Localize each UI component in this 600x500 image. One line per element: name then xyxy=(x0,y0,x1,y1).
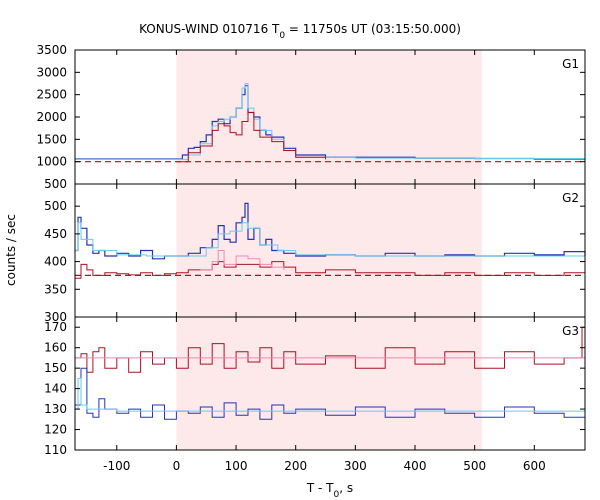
y-tick-label-g3: 110 xyxy=(44,443,67,457)
x-tick-label: -100 xyxy=(103,459,130,473)
panel-label-g3: G3 xyxy=(562,324,579,338)
y-tick-label-g1: 1500 xyxy=(36,132,67,146)
series-g2-2 xyxy=(75,261,586,279)
x-axis-label: T - T0, s xyxy=(306,481,353,500)
series-g2-3 xyxy=(200,250,285,271)
series-g2-1 xyxy=(75,222,585,257)
x-tick-label: 200 xyxy=(284,459,307,473)
y-tick-label-g3: 170 xyxy=(44,320,67,334)
y-tick-label-g3: 150 xyxy=(44,361,67,375)
panel-frame-g3 xyxy=(74,316,586,451)
x-tick-label: 0 xyxy=(173,459,181,473)
shaded-interval-g2 xyxy=(176,184,482,317)
series-g1-2 xyxy=(176,112,326,163)
y-tick-label-g1: 3000 xyxy=(36,65,67,79)
y-tick-label-g2: 300 xyxy=(44,310,67,324)
series-g3-0 xyxy=(75,326,585,373)
y-tick-label-g3: 140 xyxy=(44,382,67,396)
y-tick-label-g3: 130 xyxy=(44,402,67,416)
x-tick-label: 300 xyxy=(344,459,367,473)
y-tick-label-g1: 2000 xyxy=(36,110,67,124)
y-tick-label-g3: 120 xyxy=(44,423,67,437)
series-g3-3 xyxy=(75,377,585,412)
y-tick-label-g1: 2500 xyxy=(36,88,67,102)
shaded-interval-g1 xyxy=(176,50,482,184)
plot-layer: 500100015002000250030003500G130035040045… xyxy=(36,43,586,473)
x-tick-label: 600 xyxy=(523,459,546,473)
y-tick-label-g1: 3500 xyxy=(36,43,67,57)
series-g1-0 xyxy=(75,85,585,160)
x-tick-label: 400 xyxy=(404,459,427,473)
y-tick-label-g1: 1000 xyxy=(36,155,67,169)
shaded-interval-g3 xyxy=(176,317,482,450)
panel-label-g1: G1 xyxy=(562,57,579,71)
y-tick-label-g2: 450 xyxy=(44,227,67,241)
y-tick-label-g1: 500 xyxy=(44,177,67,191)
y-tick-label-g2: 400 xyxy=(44,255,67,269)
panel-label-g2: G2 xyxy=(562,191,579,205)
series-g2-0 xyxy=(75,202,586,260)
y-tick-label-g2: 350 xyxy=(44,282,67,296)
y-tick-label-g2: 500 xyxy=(44,199,67,213)
y-tick-label-g3: 160 xyxy=(44,341,67,355)
x-tick-label: 500 xyxy=(463,459,486,473)
x-tick-label: 100 xyxy=(225,459,248,473)
y-axis-label: counts / sec xyxy=(4,214,18,286)
chart-title: KONUS-WIND 010716 T0 = 11750s UT (03:15:… xyxy=(139,22,461,41)
